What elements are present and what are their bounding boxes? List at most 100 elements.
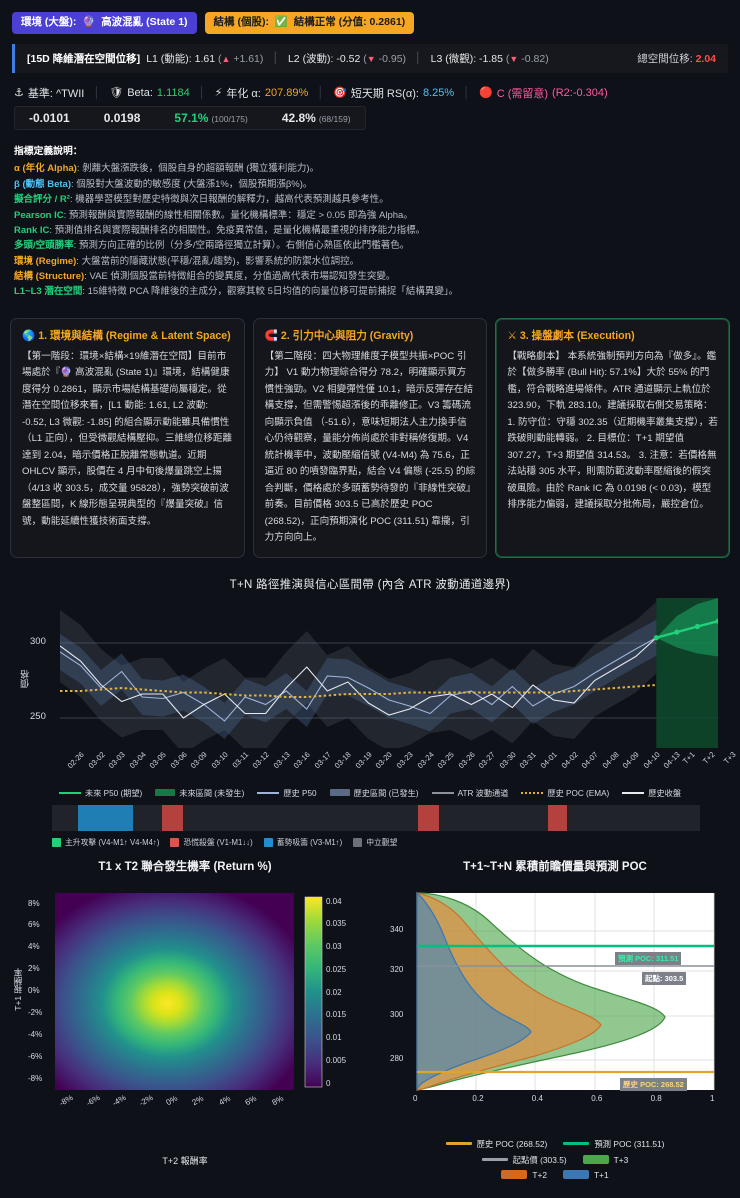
circle-icon: 🔴 — [479, 87, 493, 100]
latent-l1-value: 1.61 — [194, 52, 216, 65]
regime-segment — [418, 804, 439, 831]
earth-icon: 🌎 — [22, 329, 36, 342]
regime-segment — [162, 804, 183, 831]
start-price-annotation: 起點: 303.5 — [642, 971, 687, 985]
regime-legend-item: 恐慌殺盤 (V1-M1↓↓) — [170, 837, 253, 848]
card-1-body: 【第一階段：環境×結構×19維潛在空間】目前市場處於『🔮 高波混亂 (State… — [22, 350, 233, 527]
latent-l3-value: -1.85 — [479, 52, 503, 65]
heatmap-ytick: 8% — [28, 898, 40, 908]
legend-marker — [563, 1142, 590, 1146]
main-chart-xtick: 03-19 — [353, 749, 374, 770]
main-chart-xtick: 04-13 — [662, 749, 683, 770]
colorbar-tick: 0.005 — [326, 1055, 347, 1065]
legend-marker — [58, 791, 81, 794]
forward-poc-ytick: 300 — [390, 1009, 404, 1019]
legend-item: 未來區間 (未發生) — [155, 787, 244, 799]
colorbar-tick: 0 — [326, 1078, 331, 1088]
main-chart-xtick: 02-26 — [65, 749, 86, 770]
legend-label: 預測 POC (311.51) — [594, 1138, 665, 1149]
latent-l2-arrow: ▼ — [366, 53, 376, 64]
latent-l1-label: L1 (動能): — [146, 52, 192, 65]
predicted-poc-annotation: 預測 POC: 311.51 — [615, 951, 682, 965]
legend-item: T+1 — [563, 1170, 609, 1180]
main-chart-xtick: 03-06 — [168, 749, 189, 770]
legend-item: 未來 P50 (期望) — [58, 787, 142, 799]
total-displacement-value: 2.04 — [695, 52, 716, 65]
colorbar-tick: 0.02 — [326, 987, 342, 997]
latent-l1-arrow: ▲ — [221, 53, 231, 64]
legend-label: 歷史收盤 — [648, 788, 682, 798]
colorbar-tick: 0.025 — [326, 964, 347, 974]
main-chart-xtick: 03-31 — [518, 749, 539, 770]
legend-row: T+2 T+1 — [370, 1170, 740, 1180]
status-badge-structure: 結構 (個股): ✅ 結構正常 (分值: 0.2861) — [204, 12, 415, 34]
latent-item-l3: L3 (微觀): -1.85 (▼ -0.82) — [430, 52, 549, 65]
t1-density-band — [416, 891, 532, 1090]
legend-label: 起點價 (303.5) — [512, 1154, 567, 1165]
total-displacement-label: 總空間位移: — [637, 52, 693, 65]
legend-label: T+2 — [532, 1169, 547, 1180]
heatmap-title: T1 x T2 聯合發生機率 (Return %) — [98, 860, 272, 873]
card-3-title: ⚔ 3. 操盤劇本 (Execution) — [507, 329, 718, 344]
forward-poc-ytick: 320 — [390, 964, 404, 974]
structure-badge-label: 結構 (個股): — [213, 16, 269, 28]
main-chart-xtick: 03-09 — [189, 749, 210, 770]
card-regime-latent: 🌎 1. 環境與結構 (Regime & Latent Space) 【第一階段：… — [10, 317, 245, 558]
card-2-title-text: 2. 引力中心與阻力 (Gravity) — [280, 329, 414, 342]
definition-row: Pearson IC: 預測報酬與實際報酬的線性相關係數。量化機構標準：穩定 >… — [14, 208, 726, 223]
legend-item: 起點價 (303.5) — [481, 1154, 567, 1166]
regime-legend-label: 蓄勢吸籌 (V3-M1↑) — [276, 837, 343, 847]
legend-marker — [582, 1155, 609, 1165]
status-badges: 環境 (大盤): 🔮 高波混亂 (State 1) 結構 (個股): ✅ 結構正… — [0, 0, 740, 34]
main-chart-xtick: 04-02 — [559, 749, 580, 770]
legend-item: 歷史 POC (268.52) — [445, 1138, 548, 1150]
metric-rs-label: 短天期 RS(α): — [350, 87, 419, 100]
card-2-title: 🧲 2. 引力中心與阻力 (Gravity) — [265, 329, 476, 344]
status-badge-regime: 環境 (大盤): 🔮 高波混亂 (State 1) — [12, 12, 197, 34]
regime-segment — [77, 804, 133, 831]
latent-item-l2: L2 (波動): -0.52 (▼ -0.95) — [287, 52, 407, 65]
forward-poc-legend: 歷史 POC (268.52) 預測 POC (311.51) 起點價 (303.5… — [370, 1130, 740, 1180]
definition-key: L1~L3 潛在空間 — [14, 286, 83, 298]
definition-text: : 個股對大盤波動的敏感度 (大盤漲1%，個股預期漲β%)。 — [71, 178, 313, 190]
metric-beta-label: Beta: — [127, 86, 153, 99]
legend-label: 歷史 POC (268.52) — [476, 1138, 548, 1149]
definition-row: L1~L3 潛在空間: 15維特徵 PCA 降維後的主成分，觀察其較 5日均值的… — [14, 284, 726, 299]
legend-marker — [445, 1142, 472, 1146]
heatmap-plot — [55, 892, 323, 1090]
divider: │ — [415, 52, 422, 65]
card-1-title-text: 1. 環境與結構 (Regime & Latent Space) — [38, 329, 231, 342]
main-chart-xtick: 03-26 — [456, 749, 477, 770]
forward-poc-title: T+1~T+N 累積前瞻價量與預測 POC — [463, 860, 647, 873]
analysis-cards: 🌎 1. 環境與結構 (Regime & Latent Space) 【第一階段：… — [0, 300, 740, 558]
shield-icon: 🛡 — [109, 87, 124, 100]
total-displacement: 總空間位移: 2.04 — [637, 51, 716, 66]
definitions-title: 指標定義說明： — [14, 145, 83, 157]
definition-text: : 剝離大盤漲跌後，個股自身的超額報酬 (獨立獲利能力)。 — [76, 163, 320, 175]
metric-alpha-value: 207.89% — [264, 86, 309, 99]
forward-poc-plot — [416, 891, 715, 1091]
anchor-icon: ⚓ — [14, 87, 24, 100]
heatmap-chart: T1 x T2 聯合發生機率 (Return %) T+1 報酬率 — [0, 858, 370, 1184]
structure-badge-value: 結構正常 (分值: 0.2861) — [293, 16, 406, 28]
crystal-ball-icon: 🔮 — [79, 16, 99, 28]
definitions-section: 指標定義說明： α (年化 Alpha): 剝離大盤漲跌後，個股自身的超額報酬 … — [0, 130, 740, 300]
legend-item: ATR 波動通道 — [431, 787, 508, 799]
metric-benchmark-label: 基準: ^TWII — [27, 87, 85, 100]
regime-legend-swatch — [353, 837, 363, 847]
definition-text: : VAE 偵測個股當前特徵組合的變異度，分值過高代表市場認知發生突變。 — [84, 271, 396, 283]
metric-grade: 🔴 C (需留意) (R2:-0.304) — [479, 85, 608, 101]
metric-rs: 🎯 短天期 RS(α): 8.25% — [333, 85, 454, 101]
colorbar-tick: 0.035 — [326, 919, 347, 929]
heatmap-ytick: -4% — [28, 1029, 43, 1039]
divider: │ — [317, 86, 325, 99]
forward-poc-xtick: 0.2 — [472, 1093, 484, 1103]
legend-marker — [155, 789, 176, 797]
legend-marker — [257, 791, 280, 794]
legend-label: 歷史區間 (已發生) — [353, 788, 419, 798]
forward-poc-xtick: 0.8 — [650, 1093, 662, 1103]
main-chart-xtick: 04-08 — [600, 749, 621, 770]
colorbar-tick: 0.04 — [326, 896, 342, 906]
main-chart-xtick: 03-05 — [147, 749, 169, 770]
latent-item-l1: L1 (動能): 1.61 (▲ +1.61) — [146, 52, 264, 65]
